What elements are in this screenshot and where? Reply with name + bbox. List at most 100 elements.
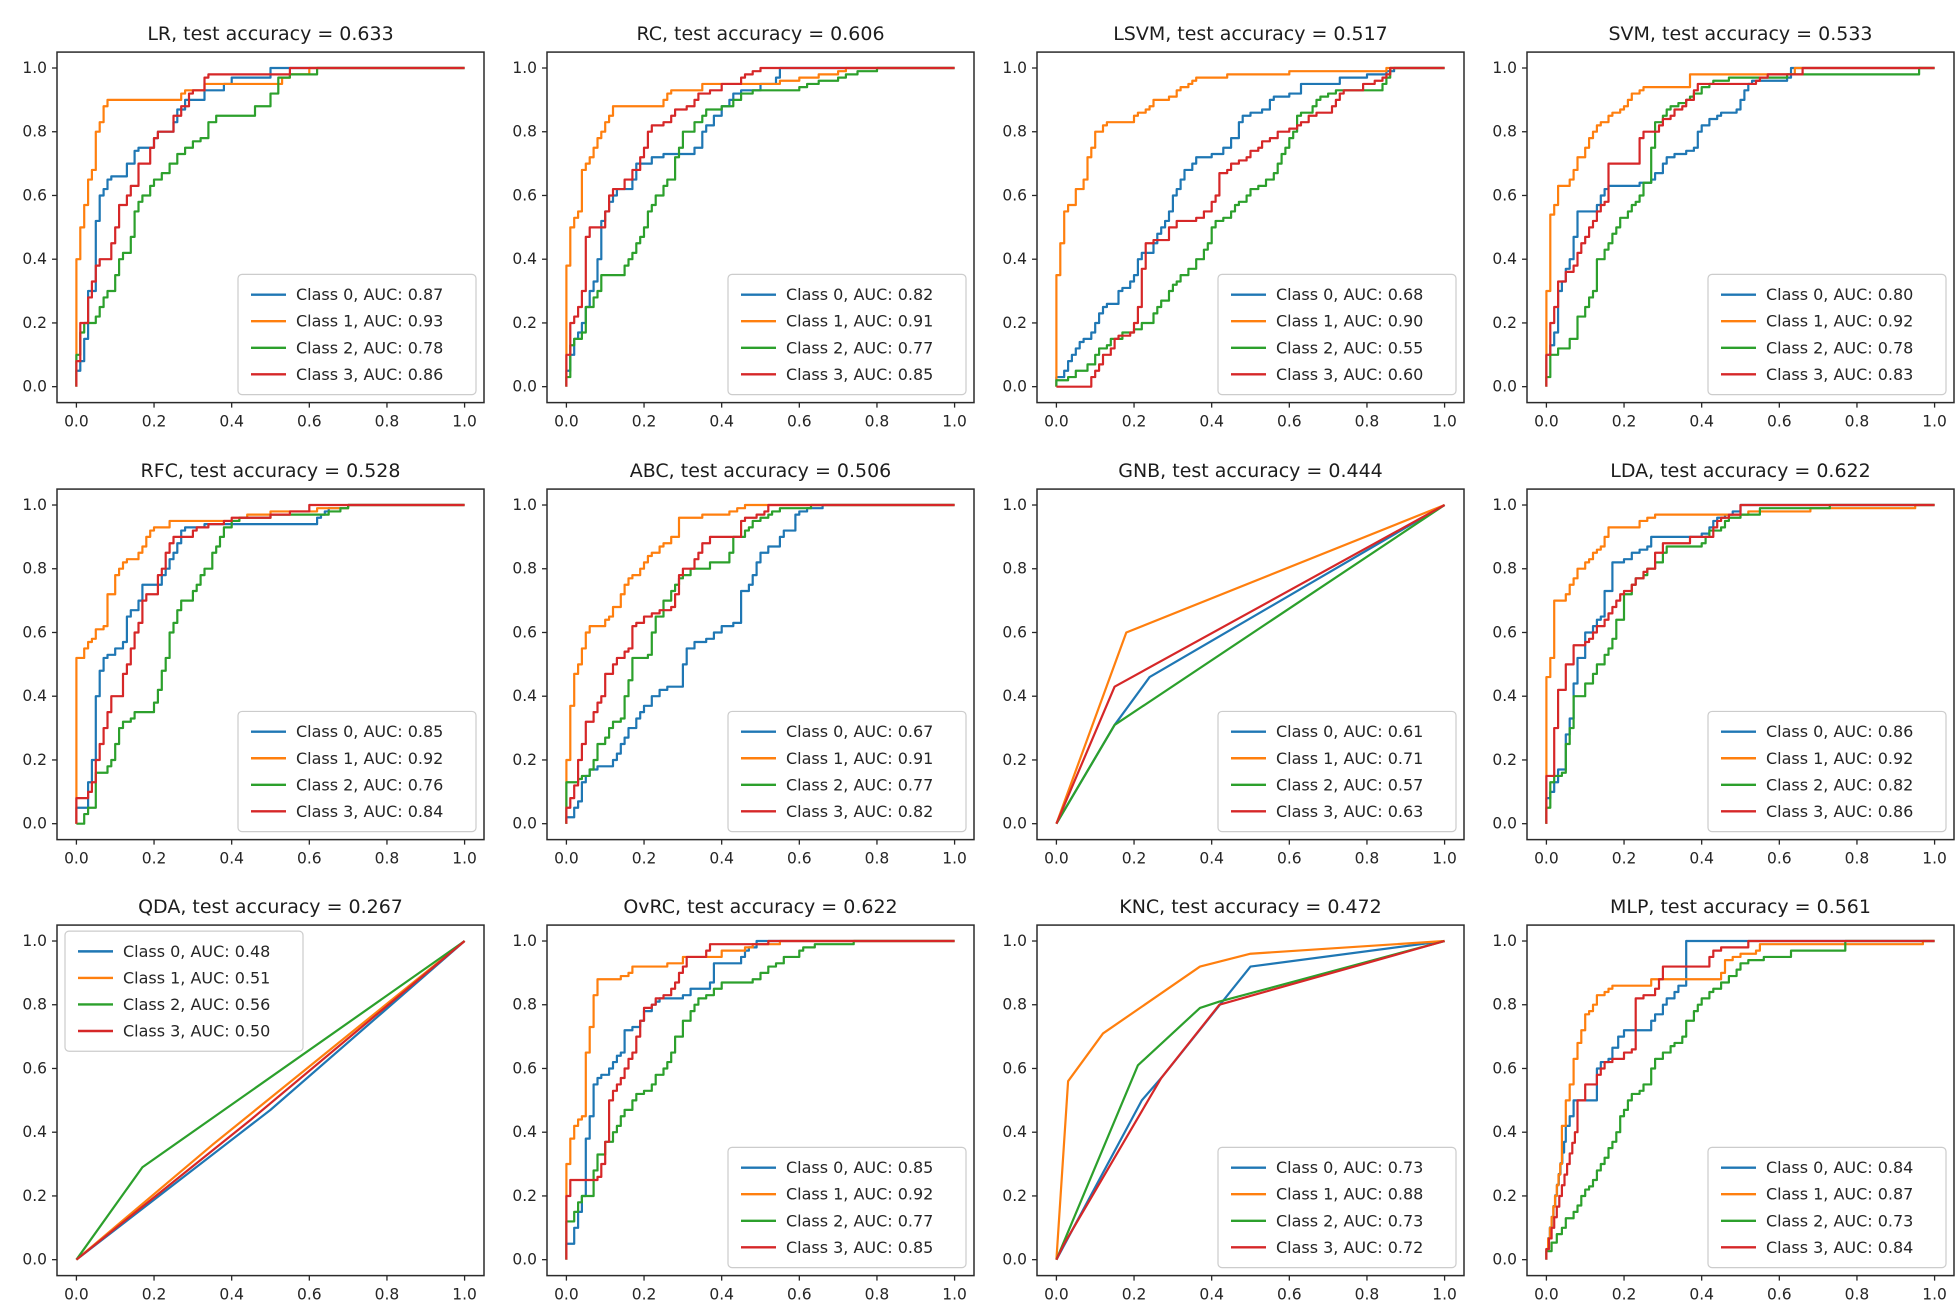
legend-label: Class 3, AUC: 0.60 — [1276, 365, 1423, 384]
subplot-title: LSVM, test accuracy = 0.517 — [1113, 23, 1388, 45]
y-tick-label: 0.8 — [1002, 559, 1027, 577]
plot-frame — [1526, 51, 1955, 404]
subplot-lda: LDA, test accuracy = 0.622 0.0 0.0 0.2 0.2 0.… — [1470, 437, 1960, 874]
legend-label: Class 0, AUC: 0.85 — [786, 1159, 933, 1178]
legend-label: Class 3, AUC: 0.83 — [1766, 365, 1913, 384]
x-tick-label: 0.6 — [297, 413, 322, 431]
subplot-title: RFC, test accuracy = 0.528 — [141, 460, 401, 482]
legend-box — [1217, 273, 1457, 396]
legend-label: Class 2, AUC: 0.57 — [1276, 775, 1423, 794]
plot-frame — [1526, 924, 1955, 1277]
subplot-rc: RC, test accuracy = 0.606 0.0 0.0 0.2 0.2 0.4… — [490, 0, 980, 437]
y-tick-label: 0.4 — [512, 687, 537, 705]
x-tick-label: 0.6 — [1767, 413, 1792, 431]
y-tick-label: 0.4 — [512, 1124, 537, 1142]
x-tick-label: 1.0 — [1432, 1286, 1457, 1304]
y-tick-label: 0.4 — [1002, 1124, 1027, 1142]
rc-roc-curve-class-2 — [565, 66, 955, 387]
x-tick-label: 0.0 — [1534, 849, 1559, 867]
y-tick-label: 0.0 — [1492, 1251, 1517, 1269]
y-tick-label: 0.8 — [1492, 559, 1517, 577]
x-tick-label: 0.0 — [64, 1286, 89, 1304]
x-tick-label: 0.4 — [219, 413, 244, 431]
x-tick-label: 0.6 — [787, 1286, 812, 1304]
y-tick-label: 0.8 — [1492, 123, 1517, 141]
plot-frame — [546, 924, 975, 1277]
lr-chart-svg: LR, test accuracy = 0.633 0.0 0.0 0.2 0.2 0.4… — [22, 23, 485, 431]
legend-label: Class 1, AUC: 0.93 — [296, 312, 443, 331]
x-tick-label: 0.0 — [64, 849, 89, 867]
legend-label: Class 2, AUC: 0.56 — [123, 995, 270, 1014]
svm-roc-curve-class-2 — [1545, 66, 1935, 387]
y-tick-label: 0.2 — [1492, 751, 1517, 769]
rc-roc-curve-class-3 — [565, 66, 955, 387]
y-tick-label: 0.0 — [512, 814, 537, 832]
subplot-lsvm: LSVM, test accuracy = 0.517 0.0 0.0 0.2 0.2 0… — [980, 0, 1470, 437]
y-tick-label: 0.6 — [1002, 1060, 1027, 1078]
x-tick-label: 0.4 — [219, 1286, 244, 1304]
y-tick-label: 0.6 — [1492, 623, 1517, 641]
y-tick-label: 1.0 — [1002, 59, 1027, 77]
subplot-title: LDA, test accuracy = 0.622 — [1610, 460, 1870, 482]
ovrc-chart-svg: OvRC, test accuracy = 0.622 0.0 0.0 0.2 0.2 0… — [512, 896, 975, 1304]
y-tick-label: 0.4 — [1002, 250, 1027, 268]
legend-label: Class 0, AUC: 0.87 — [296, 285, 443, 304]
qda-roc-curve-class-3 — [75, 940, 466, 1261]
y-tick-label: 1.0 — [22, 496, 47, 514]
gnb-chart-svg: GNB, test accuracy = 0.444 0.0 0.0 0.2 0.2 0.… — [1002, 460, 1465, 867]
y-tick-label: 0.0 — [1492, 814, 1517, 832]
x-tick-label: 0.4 — [709, 1286, 734, 1304]
legend-label: Class 0, AUC: 0.61 — [1276, 722, 1423, 741]
x-tick-label: 0.4 — [1199, 849, 1224, 867]
legend: Class 0, AUC: 0.67 Class 1, AUC: 0.91 Clas… — [727, 710, 967, 832]
y-tick-label: 1.0 — [1002, 932, 1027, 950]
qda-chart-svg: QDA, test accuracy = 0.267 0.0 0.0 0.2 0.2 0.… — [22, 896, 485, 1304]
legend-label: Class 2, AUC: 0.77 — [786, 338, 933, 357]
y-tick-label: 0.8 — [1002, 996, 1027, 1014]
x-tick-label: 0.6 — [1277, 413, 1302, 431]
y-tick-label: 0.6 — [512, 623, 537, 641]
legend: Class 0, AUC: 0.84 Class 1, AUC: 0.87 Clas… — [1707, 1147, 1947, 1269]
y-tick-label: 0.2 — [512, 314, 537, 332]
x-tick-label: 1.0 — [1432, 849, 1457, 867]
legend-label: Class 1, AUC: 0.92 — [296, 748, 443, 767]
abc-roc-curve-class-0 — [565, 503, 955, 824]
x-tick-label: 0.2 — [1612, 1286, 1637, 1304]
legend-label: Class 0, AUC: 0.82 — [786, 285, 933, 304]
legend-label: Class 3, AUC: 0.84 — [1766, 1238, 1913, 1257]
legend: Class 0, AUC: 0.61 Class 1, AUC: 0.71 Clas… — [1217, 710, 1457, 832]
qda-roc-curve-class-2 — [75, 940, 466, 1261]
subplot-lr: LR, test accuracy = 0.633 0.0 0.0 0.2 0.2 0.4… — [0, 0, 490, 437]
subplot-abc: ABC, test accuracy = 0.506 0.0 0.0 0.2 0.2 0.… — [490, 437, 980, 874]
legend-label: Class 0, AUC: 0.86 — [1766, 722, 1913, 741]
x-tick-label: 1.0 — [452, 413, 477, 431]
x-tick-label: 0.6 — [1277, 849, 1302, 867]
x-tick-label: 1.0 — [452, 1286, 477, 1304]
legend-box — [237, 273, 477, 396]
x-tick-label: 0.0 — [554, 413, 579, 431]
legend-label: Class 1, AUC: 0.92 — [1766, 748, 1913, 767]
mlp-roc-curve-class-1 — [1545, 940, 1935, 1261]
x-tick-label: 0.8 — [865, 849, 890, 867]
abc-roc-curve-class-1 — [565, 503, 955, 824]
lsvm-roc-curve-class-3 — [1056, 66, 1445, 388]
y-tick-label: 1.0 — [22, 59, 47, 77]
legend-label: Class 3, AUC: 0.84 — [296, 801, 443, 820]
y-tick-label: 0.0 — [1002, 814, 1027, 832]
legend-label: Class 2, AUC: 0.77 — [786, 1212, 933, 1231]
y-tick-label: 0.8 — [1002, 123, 1027, 141]
x-tick-label: 0.0 — [554, 849, 579, 867]
x-tick-label: 0.4 — [1689, 1286, 1714, 1304]
x-tick-label: 0.6 — [297, 849, 322, 867]
qda-roc-curve-class-1 — [75, 940, 466, 1261]
legend-label: Class 1, AUC: 0.51 — [123, 969, 270, 988]
legend-label: Class 1, AUC: 0.71 — [1276, 748, 1423, 767]
y-tick-label: 0.6 — [1492, 1060, 1517, 1078]
subplot-qda: QDA, test accuracy = 0.267 0.0 0.0 0.2 0.2 0.… — [0, 873, 490, 1310]
y-tick-label: 1.0 — [512, 932, 537, 950]
legend-label: Class 0, AUC: 0.48 — [123, 942, 270, 961]
y-tick-label: 0.6 — [512, 1060, 537, 1078]
y-tick-label: 0.8 — [22, 559, 47, 577]
y-tick-label: 0.4 — [22, 687, 47, 705]
